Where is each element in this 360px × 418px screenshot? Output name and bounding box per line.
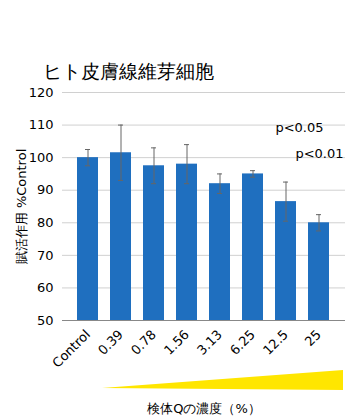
svg-text:90: 90	[37, 182, 54, 197]
svg-text:ヒト皮膚線維芽細胞: ヒト皮膚線維芽細胞	[43, 60, 214, 82]
svg-text:6.25: 6.25	[227, 327, 258, 358]
svg-text:25: 25	[302, 327, 324, 349]
svg-text:0.78: 0.78	[128, 327, 159, 358]
svg-text:賦活作用 %Control: 賦活作用 %Control	[14, 149, 29, 264]
svg-text:70: 70	[37, 248, 54, 263]
svg-text:0.39: 0.39	[95, 327, 126, 358]
svg-text:100: 100	[29, 150, 54, 165]
svg-text:1.56: 1.56	[161, 327, 192, 358]
svg-text:3.13: 3.13	[194, 327, 225, 358]
svg-text:Control: Control	[49, 327, 93, 371]
svg-text:検体Qの濃度（%）: 検体Qの濃度（%）	[147, 401, 261, 416]
svg-text:12.5: 12.5	[260, 327, 291, 358]
svg-text:110: 110	[29, 117, 54, 132]
svg-text:50: 50	[37, 313, 54, 328]
svg-text:80: 80	[37, 215, 54, 230]
svg-text:60: 60	[37, 280, 54, 295]
svg-text:p<0.01: p<0.01	[295, 146, 343, 161]
svg-text:120: 120	[29, 85, 54, 100]
svg-text:p<0.05: p<0.05	[275, 120, 323, 135]
